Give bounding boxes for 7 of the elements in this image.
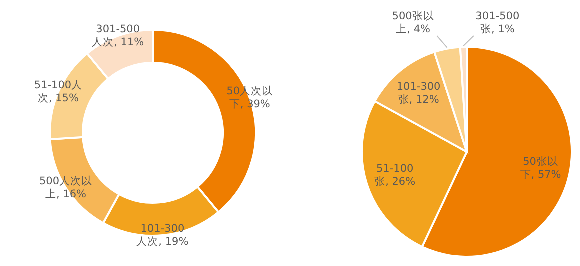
slice-label: 301-500人次, 11% <box>92 24 144 49</box>
slice-label: 50张以下, 57% <box>520 154 562 181</box>
slice-label: 301-500张, 1% <box>476 10 520 36</box>
slice-label: 500张以上, 4% <box>392 10 434 36</box>
slice-label: 51-100张, 26% <box>374 162 416 188</box>
slice-label: 101-300人次, 19% <box>136 223 189 248</box>
slice-label: 101-300张, 12% <box>396 81 441 106</box>
